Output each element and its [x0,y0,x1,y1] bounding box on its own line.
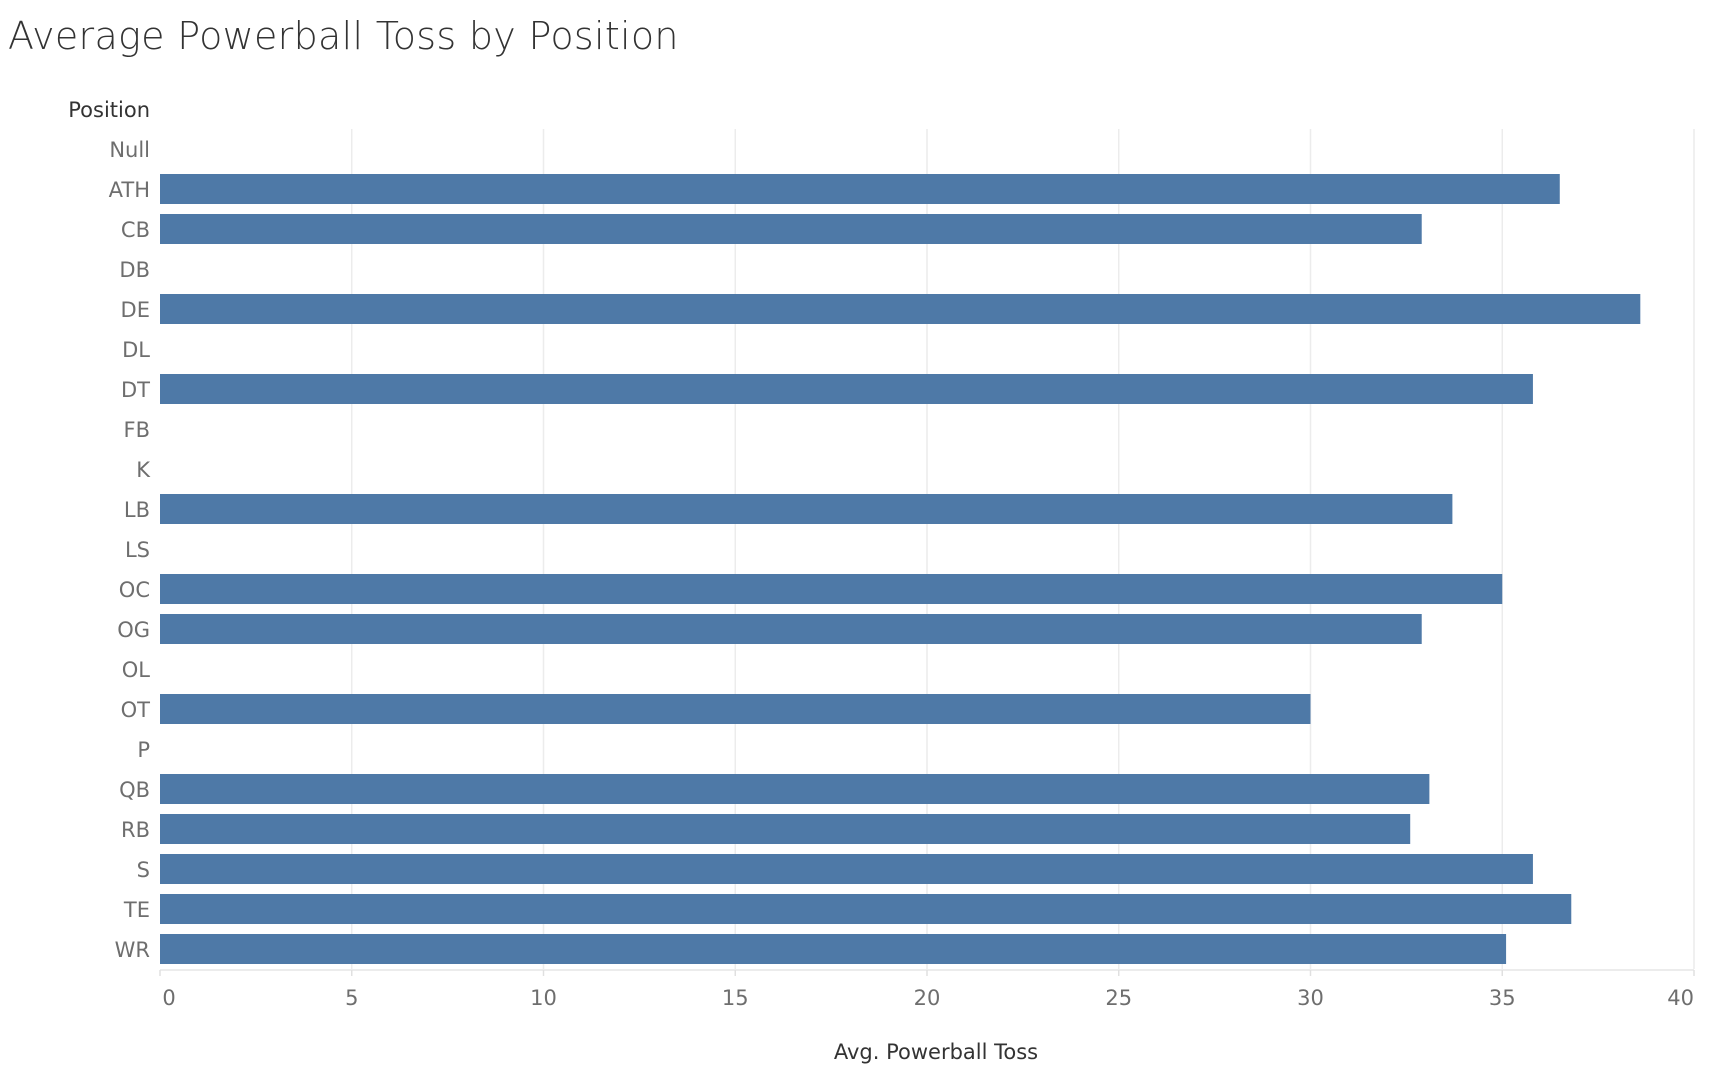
bar-dt[interactable] [160,374,1533,404]
bar-de[interactable] [160,294,1641,324]
x-tick-label: 0 [162,986,175,1010]
bar-rb[interactable] [160,814,1411,844]
category-label: LB [124,498,150,522]
category-label: FB [124,418,151,442]
category-labels: Null ATH CB DB DE DL DT FB K LB LS OC OG OL OT P QB RB S TE… [109,138,152,962]
x-tick-label: 15 [722,986,749,1010]
category-label: OT [121,698,151,722]
category-label: RB [121,818,150,842]
bar-qb[interactable] [160,774,1430,804]
category-label: TE [123,898,150,922]
x-tick-label: 35 [1489,986,1516,1010]
x-tick-label: 40 [1667,986,1694,1010]
bars [160,174,1641,964]
x-tick-label: 20 [914,986,941,1010]
x-tick-label: 30 [1297,986,1324,1010]
category-label: DL [122,338,150,362]
category-label: OL [122,658,151,682]
chart-title: Average Powerball Toss by Position [8,14,679,58]
category-label: S [137,858,150,882]
category-label: LS [125,538,150,562]
bar-te[interactable] [160,894,1572,924]
bar-ath[interactable] [160,174,1560,204]
category-label: ATH [109,178,150,202]
x-tick-label: 5 [345,986,358,1010]
category-label: QB [119,778,150,802]
category-label: WR [115,938,150,962]
x-axis-title: Avg. Powerball Toss [834,1040,1038,1064]
bar-cb[interactable] [160,214,1422,244]
x-tick-label: 25 [1105,986,1132,1010]
bar-s[interactable] [160,854,1533,884]
category-label: CB [121,218,150,242]
category-label: OC [119,578,150,602]
bar-wr[interactable] [160,934,1507,964]
category-label: K [136,458,151,482]
bar-lb[interactable] [160,494,1453,524]
y-axis-title: Position [68,98,150,122]
category-label: DT [121,378,150,402]
x-tick-label: 10 [530,986,557,1010]
category-label: P [137,738,150,762]
category-label: DB [119,258,150,282]
category-label: OG [117,618,150,642]
gridlines [159,129,1695,976]
bar-og[interactable] [160,614,1422,644]
category-label: DE [121,298,150,322]
category-label: Null [109,138,150,162]
bar-ot[interactable] [160,694,1311,724]
x-tick-labels: 0 5 10 15 20 25 30 35 40 [162,986,1694,1010]
bar-oc[interactable] [160,574,1503,604]
